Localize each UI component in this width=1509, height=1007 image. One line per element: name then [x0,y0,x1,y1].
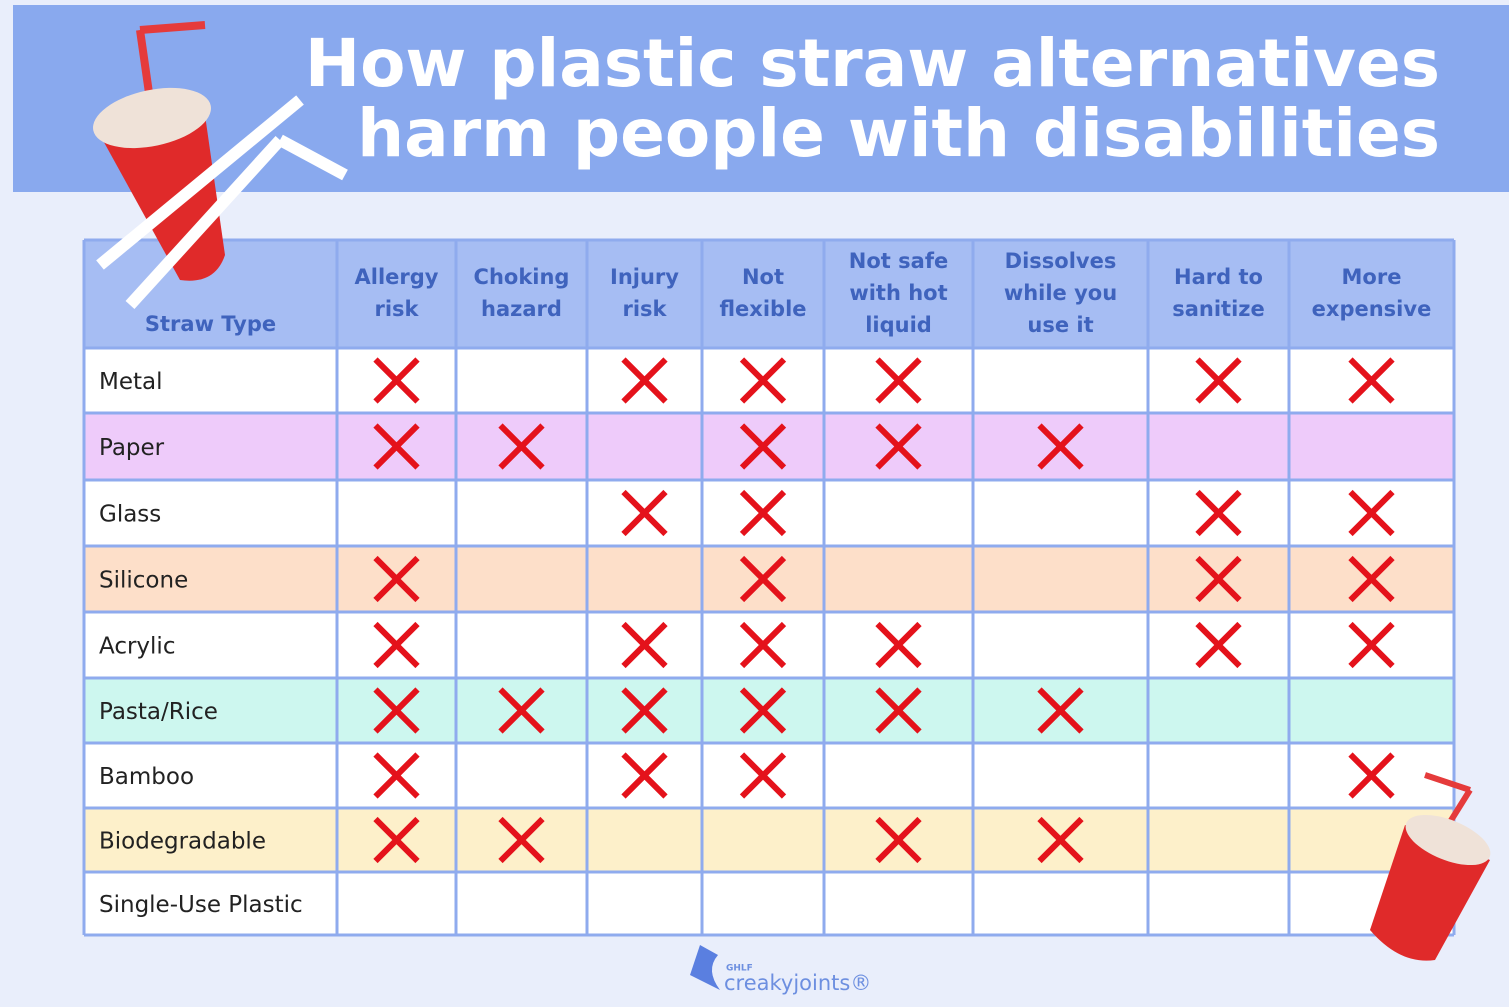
column-header: risk [622,297,667,321]
row-label: Paper [99,435,165,461]
row-background [84,612,1454,678]
row-label: Silicone [99,568,188,594]
row-label: Metal [99,369,163,395]
logo: creakyjoints® [724,971,871,995]
row-background [84,348,1454,413]
column-header: Not safe [849,249,948,273]
column-header: flexible [719,297,806,321]
title-line: How plastic straw alternatives [305,25,1440,102]
column-header: liquid [865,313,932,337]
column-header: Choking [474,265,570,289]
straw [140,25,205,30]
row-label: Pasta/Rice [99,699,218,725]
column-header: Allergy [355,265,439,289]
column-header: sanitize [1172,297,1265,321]
column-header: expensive [1312,297,1432,321]
column-header: with hot [849,281,947,305]
column-header: Not [742,265,784,289]
column-header: risk [374,297,419,321]
row-label: Bamboo [99,764,194,790]
column-header: hazard [481,297,562,321]
column-header: use it [1027,313,1093,337]
column-header: Hard to [1174,265,1263,289]
row-label: Acrylic [99,634,175,660]
row-label: Glass [99,502,161,528]
column-header: More [1342,265,1402,289]
row-background [84,546,1454,612]
column-header: while you [1004,281,1117,305]
title-line: harm people with disabilities [357,95,1440,172]
row-background [84,480,1454,546]
infographic: Straw Type Allergy risk Choking hazard Injury… [0,0,1509,1007]
row-background [84,743,1454,808]
row-label: Single-Use Plastic [99,892,303,918]
row-background [84,413,1454,480]
column-header: Dissolves [1005,249,1117,273]
column-header: Straw Type [145,312,276,336]
row-label: Biodegradable [99,829,266,855]
header-row [84,240,1454,348]
row-background [84,678,1454,743]
row-background [84,808,1454,872]
column-header: Injury [610,265,679,289]
